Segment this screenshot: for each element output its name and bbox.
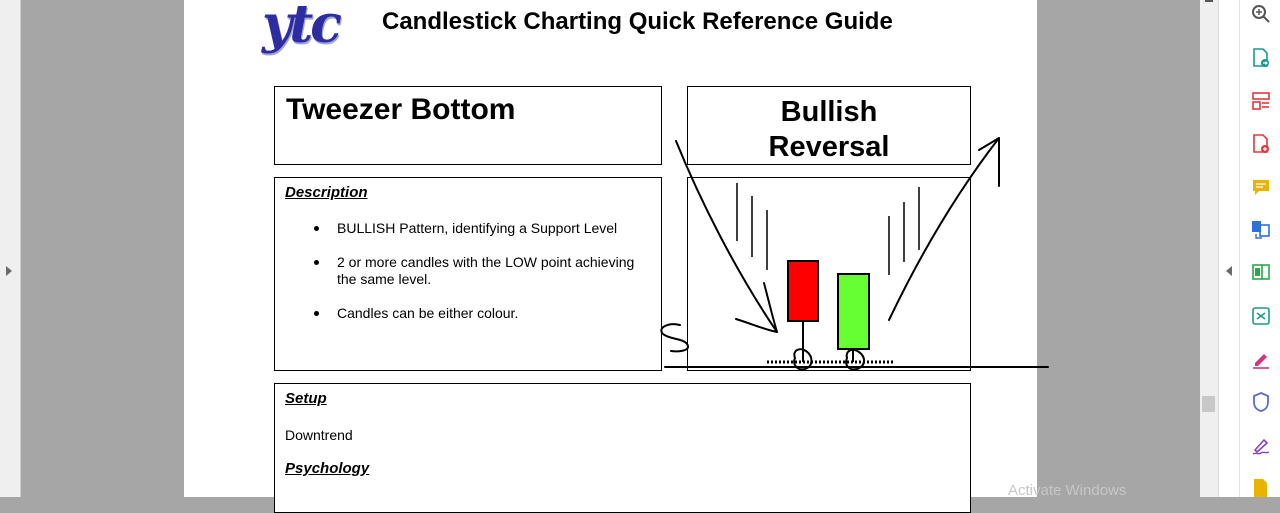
sign-icon[interactable] [1250,434,1272,456]
pattern-chart-box [687,177,971,371]
description-bullet: Candles can be either colour. [289,305,649,322]
collapse-tools-icon[interactable] [1226,266,1232,276]
scrollbar-thumb[interactable] [1202,396,1215,412]
description-bullet: BULLISH Pattern, identifying a Support L… [289,220,649,237]
tools-pane [1239,0,1280,497]
pattern-name-box: Tweezer Bottom [274,86,662,165]
right-panel-collapse[interactable] [1218,0,1240,497]
setup-heading: Setup [285,390,327,407]
comment-icon[interactable] [1250,177,1272,199]
edit-pdf-icon[interactable] [1250,261,1272,283]
protect-icon[interactable] [1250,391,1272,413]
vertical-scrollbar[interactable] [1200,0,1218,497]
left-panel-strip [0,0,21,497]
expand-left-panel-icon[interactable] [6,266,12,276]
export-pdf-icon[interactable] [1250,47,1272,69]
pattern-name: Tweezer Bottom [286,93,516,126]
pattern-type: Bullish Reversal [688,95,970,165]
pattern-type-line1: Bullish [780,96,878,128]
activate-windows-watermark: Activate Windows [1008,482,1127,499]
document-title: Candlestick Charting Quick Reference Gui… [382,8,893,35]
combine-files-icon[interactable] [1250,218,1272,240]
organize-pages-icon[interactable] [1250,90,1272,112]
create-pdf-icon[interactable] [1250,133,1272,155]
zoom-icon[interactable] [1250,3,1272,25]
setup-box: Setup Downtrend Psychology [274,383,971,513]
pdf-page: ytc Candlestick Charting Quick Reference… [184,0,1037,513]
pattern-type-line2: Reversal [768,131,890,163]
more-tools-icon[interactable] [1250,477,1272,499]
pattern-type-box: Bullish Reversal [687,86,971,165]
description-heading: Description [285,184,368,201]
description-bullet: 2 or more candles with the LOW point ach… [289,254,649,288]
ytc-logo: ytc [262,0,342,55]
scroll-up-icon[interactable] [1205,0,1213,2]
fill-sign-icon[interactable] [1250,348,1272,370]
compress-pdf-icon[interactable] [1250,305,1272,327]
description-box: Description BULLISH Pattern, identifying… [274,177,662,371]
psychology-heading: Psychology [285,460,370,477]
description-list: BULLISH Pattern, identifying a Support L… [289,220,649,339]
setup-value: Downtrend [285,427,353,443]
